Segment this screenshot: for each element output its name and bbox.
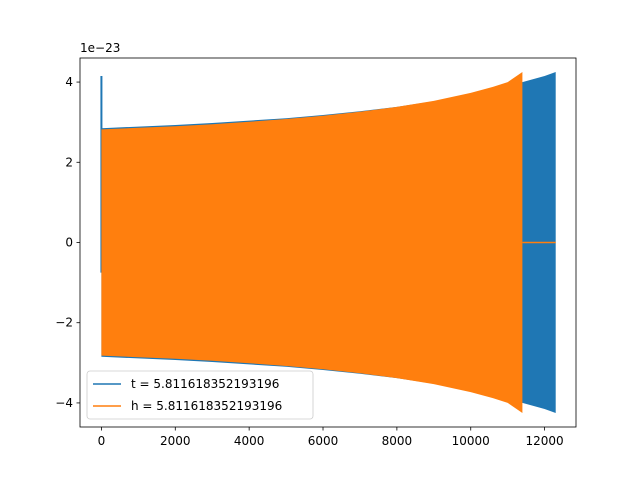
y-tick-label: −2 (55, 316, 73, 330)
y-tick-label: 4 (65, 75, 73, 89)
y-tick-label: −4 (55, 396, 73, 410)
series-h-envelope (101, 72, 523, 413)
legend-box (86, 370, 314, 420)
y-axis: −4 −2 0 2 4 (55, 75, 80, 410)
x-tick-label: 8000 (382, 434, 413, 448)
legend-label-h: h = 5.811618352193196 (131, 399, 282, 413)
x-axis: 0 2000 4000 6000 8000 10000 12000 (98, 427, 564, 448)
x-tick-label: 2000 (160, 434, 191, 448)
x-tick-label: 10000 (452, 434, 490, 448)
x-tick-label: 0 (98, 434, 106, 448)
y-tick-label: 2 (65, 155, 73, 169)
y-tick-label: 0 (65, 236, 73, 250)
x-tick-label: 12000 (526, 434, 564, 448)
legend-label-t: t = 5.811618352193196 (131, 377, 279, 391)
x-tick-label: 4000 (234, 434, 265, 448)
y-offset-label: 1e−23 (80, 41, 120, 55)
plot-area (100, 72, 556, 413)
legend: t = 5.811618352193196 h = 5.811618352193… (86, 370, 314, 420)
x-tick-label: 6000 (308, 434, 339, 448)
